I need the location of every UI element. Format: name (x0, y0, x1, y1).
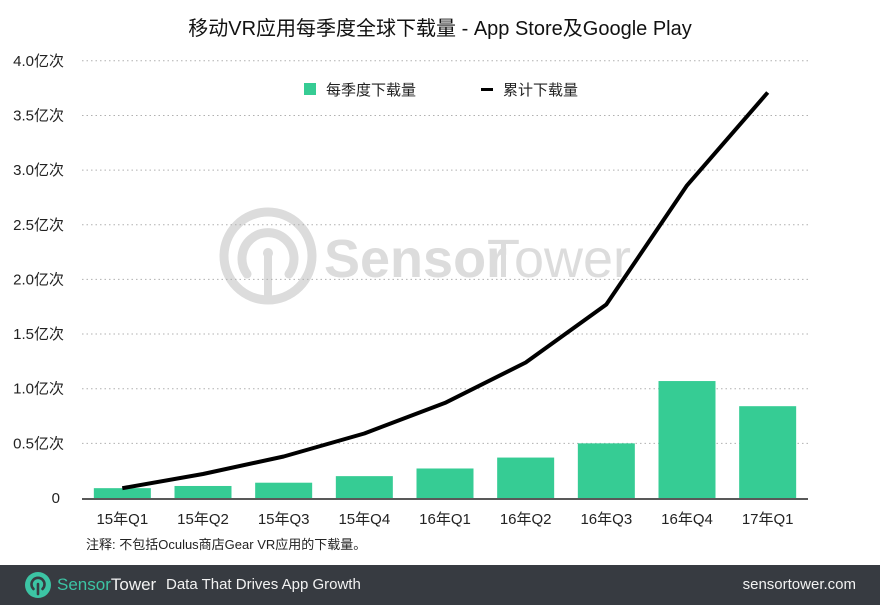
x-tick-label: 15年Q4 (338, 511, 390, 528)
legend-bar-label: 每季度下载量 (326, 82, 416, 99)
bar (577, 443, 635, 498)
legend: 每季度下载量 累计下载量 (304, 82, 578, 99)
cumulative-line (121, 91, 770, 491)
sensor-tower-logo-icon (25, 572, 51, 598)
x-tick-label: 16年Q3 (580, 511, 632, 528)
y-tick-label: 2.5亿次 (13, 217, 64, 234)
bar-series (93, 381, 797, 498)
bar (174, 485, 232, 498)
footer-site-link[interactable]: sensortower.com (742, 576, 856, 593)
x-tick-label: 15年Q3 (258, 511, 310, 528)
bar (658, 381, 716, 498)
footer-tagline: Data That Drives App Growth (166, 576, 361, 593)
bar (497, 457, 555, 498)
x-tick-label: 15年Q2 (177, 511, 229, 528)
legend-line-label: 累计下载量 (503, 82, 578, 99)
watermark-tower: Tower (487, 229, 631, 289)
footer-brand[interactable]: SensorTower (25, 572, 156, 598)
footer-brand-sensor: Sensor (57, 575, 111, 594)
chart-footnote: 注释: 不包括Oculus商店Gear VR应用的下载量。 (86, 537, 367, 552)
chart-area: Sensor Tower 0 0.5亿次 1.0亿次 1.5亿次 2.0亿次 2.5亿次 3… (13, 53, 808, 528)
y-tick-label: 1.0亿次 (13, 381, 64, 398)
bar (335, 476, 393, 498)
x-tick-label: 15年Q1 (96, 511, 148, 528)
chart-title: 移动VR应用每季度全球下载量 - App Store及Google Play (188, 18, 692, 40)
y-tick-label: 4.0亿次 (13, 53, 64, 70)
x-tick-label: 16年Q1 (419, 511, 471, 528)
x-tick-label: 16年Q2 (500, 511, 552, 528)
bar (255, 482, 313, 498)
sensor-tower-watermark-icon (219, 207, 317, 305)
legend-bar-swatch (304, 83, 316, 95)
bar (739, 406, 797, 498)
watermark-sensor: Sensor (324, 229, 507, 289)
x-tick-label: 16年Q4 (661, 511, 713, 528)
x-axis-labels: 15年Q1 15年Q2 15年Q3 15年Q4 16年Q1 16年Q2 16年Q3 16年Q4… (96, 511, 793, 528)
y-tick-label: 0 (52, 490, 60, 507)
bar (93, 488, 151, 498)
y-tick-label: 3.0亿次 (13, 162, 64, 179)
footer-bar: SensorTower Data That Drives App Growth … (0, 565, 880, 605)
y-tick-label: 1.5亿次 (13, 326, 64, 343)
y-tick-label: 2.0亿次 (13, 271, 64, 288)
y-tick-label: 3.5亿次 (13, 107, 64, 124)
legend-line-swatch (481, 88, 493, 91)
bar (416, 468, 474, 498)
x-tick-label: 17年Q1 (742, 511, 794, 528)
y-axis-labels: 0 0.5亿次 1.0亿次 1.5亿次 2.0亿次 2.5亿次 3.0亿次 3.5亿次 4.0亿… (13, 53, 64, 507)
footer-brand-tower: Tower (110, 575, 157, 594)
y-tick-label: 0.5亿次 (13, 435, 64, 452)
